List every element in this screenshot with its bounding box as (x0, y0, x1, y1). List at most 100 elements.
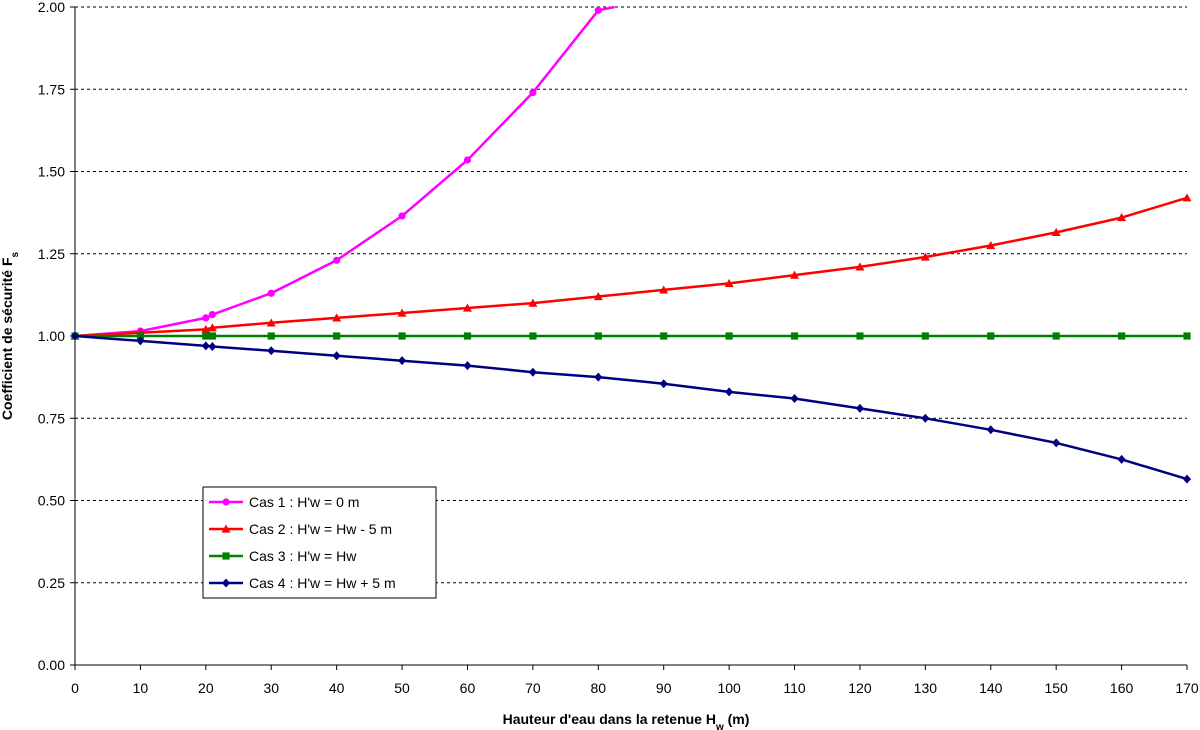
data-point (855, 262, 865, 271)
data-point (332, 313, 342, 322)
data-point (463, 332, 472, 340)
x-tick-label: 130 (914, 680, 938, 696)
data-point (528, 367, 537, 377)
y-axis-title-main: Coefficient de sécurité F (0, 257, 15, 420)
x-axis-title-unit: (m) (724, 711, 750, 727)
legend-swatch-marker (221, 578, 231, 588)
x-tick-label: 50 (394, 680, 410, 696)
data-point (332, 351, 341, 361)
data-point (463, 361, 472, 371)
x-tick-label: 60 (460, 680, 476, 696)
series-layer (70, 5, 1192, 484)
y-tick-label: 1.00 (38, 328, 65, 344)
data-point (594, 332, 602, 340)
data-point (70, 331, 80, 341)
data-point (790, 270, 800, 279)
data-point (1117, 332, 1126, 340)
legend: Cas 1 : H'w = 0 m Cas 2 : H'w = Hw - 5 m C… (202, 486, 437, 599)
series-2 (70, 193, 1192, 340)
data-point (594, 372, 603, 382)
legend-label: Cas 1 : H'w = 0 m (249, 494, 359, 510)
x-tick-label: 170 (1175, 680, 1199, 696)
x-tick-label: 20 (198, 680, 214, 696)
data-point (1182, 474, 1192, 484)
data-point (986, 241, 996, 250)
data-point (207, 323, 217, 332)
legend-box (202, 486, 437, 599)
y-tick-label: 1.25 (38, 246, 65, 262)
x-tick-label: 10 (133, 680, 149, 696)
y-tick-label: 0.00 (38, 657, 65, 673)
x-axis-title-main: Hauteur d'eau dans la retenue H (503, 711, 716, 727)
series-2-line (74, 196, 1188, 338)
data-point (856, 332, 864, 340)
data-point (462, 303, 472, 312)
x-tick-label: 30 (263, 680, 279, 696)
legend-item: Cas 3 : H'w = Hw (209, 548, 357, 564)
data-point (202, 314, 210, 322)
data-point (855, 403, 864, 413)
data-point (659, 285, 669, 294)
data-point (1182, 193, 1192, 202)
x-tick-label: 140 (979, 680, 1003, 696)
data-point (659, 379, 668, 389)
data-point (921, 332, 929, 340)
data-point (266, 318, 276, 327)
data-point (1051, 227, 1061, 236)
legend-swatch-marker (222, 498, 230, 506)
data-point (921, 413, 930, 423)
y-tick-label: 1.75 (38, 81, 65, 97)
data-point (463, 156, 472, 164)
data-point (1052, 438, 1061, 448)
data-point (398, 212, 406, 220)
legend-swatch-marker (221, 524, 231, 533)
data-point (208, 311, 216, 319)
data-point (398, 356, 407, 366)
data-point (593, 292, 603, 301)
data-point (136, 336, 145, 346)
data-point (920, 252, 930, 261)
data-point (724, 278, 734, 287)
y-tick-label: 2.00 (38, 0, 65, 15)
x-tick-label: 150 (1044, 680, 1068, 696)
data-point (398, 332, 406, 340)
data-point (790, 394, 799, 404)
legend-label: Cas 2 : H'w = Hw - 5 m (249, 521, 392, 537)
x-tick-label: 120 (848, 680, 872, 696)
x-tick-label: 100 (717, 680, 741, 696)
legend-label: Cas 3 : H'w = Hw (249, 548, 357, 564)
x-tick-label: 160 (1110, 680, 1134, 696)
x-tick-label: 110 (783, 680, 806, 696)
y-tick-label: 0.50 (38, 493, 65, 509)
data-point (1183, 332, 1191, 340)
series-1 (71, 5, 615, 340)
legend-item: Cas 2 : H'w = Hw - 5 m (209, 521, 392, 537)
legend-swatch-marker (222, 552, 230, 560)
data-point (208, 332, 216, 340)
data-point (725, 332, 733, 340)
data-point (987, 332, 995, 340)
data-point (208, 342, 217, 352)
data-point (136, 332, 145, 340)
data-point (397, 308, 407, 317)
data-point (267, 346, 276, 356)
series-4-line (74, 334, 1188, 481)
tick-labels: 0.00 0.25 0.50 0.75 1.00 1.25 1.50 1.75 2.00 0 10 2… (38, 0, 1199, 696)
y-tick-label: 0.75 (38, 410, 65, 426)
data-point (986, 425, 995, 435)
data-point (333, 256, 341, 264)
series-3 (71, 332, 1191, 340)
x-axis-title-subscript: w (715, 722, 724, 730)
y-tick-label: 0.25 (38, 575, 65, 591)
y-axis-title: Coefficient de sécurité Fs (0, 251, 21, 420)
data-point (1052, 332, 1060, 340)
data-point (267, 289, 275, 297)
legend-item: Cas 1 : H'w = 0 m (209, 494, 359, 510)
data-point (201, 341, 210, 351)
x-tick-label: 0 (71, 680, 79, 696)
data-point (790, 332, 799, 340)
data-point (594, 6, 602, 14)
data-point (333, 332, 341, 340)
